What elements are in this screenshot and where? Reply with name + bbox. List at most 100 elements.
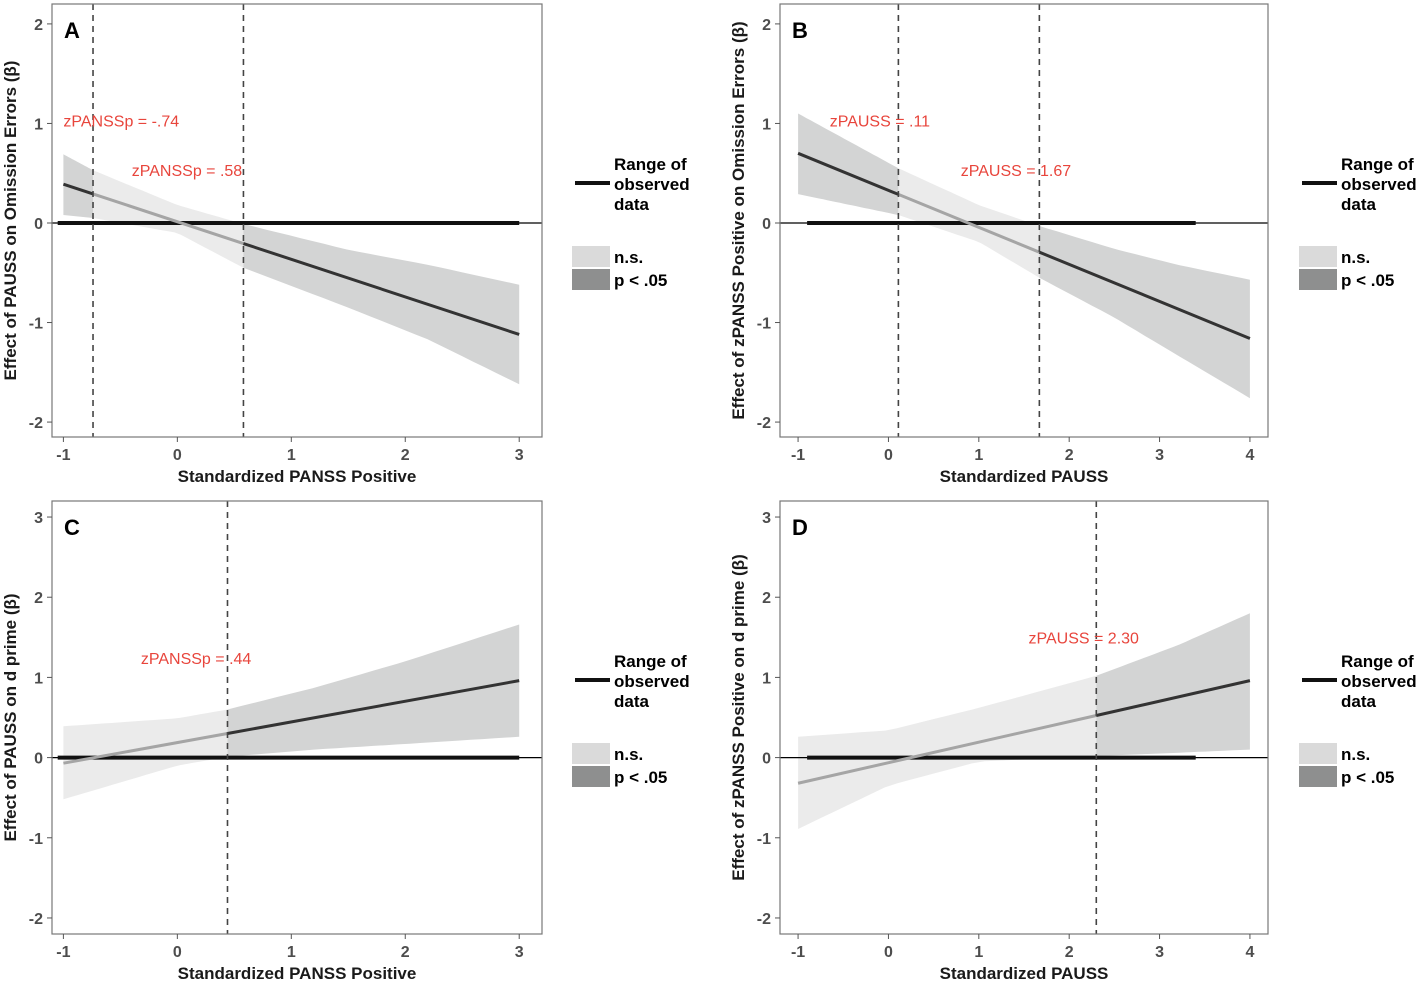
legend-ns-label: n.s. (614, 745, 643, 764)
legend-ns-swatch (1299, 246, 1337, 267)
x-tick-label: 2 (401, 944, 410, 961)
legend-sig-swatch (1299, 269, 1337, 290)
x-axis-label: Standardized PANSS Positive (178, 467, 417, 486)
x-tick-label: 4 (1245, 447, 1254, 464)
x-tick-label: 2 (1065, 447, 1074, 464)
y-tick-label: 1 (762, 116, 771, 133)
legend-sig-label: p < .05 (1341, 768, 1394, 787)
panel-label: C (64, 515, 80, 540)
legend-range-label: Range of (1341, 155, 1414, 174)
legend-ns-label: n.s. (1341, 745, 1370, 764)
panel-b: zPAUSS = .11 zPAUSS = 1.67 B -1 0 1 2 3 4 -2 -1 0 1 2… (729, 3, 1417, 486)
y-tick-label: -1 (29, 831, 43, 848)
effect-line-significant (797, 151, 899, 196)
legend-sig-swatch (1299, 766, 1337, 787)
y-tick-label: -2 (29, 911, 43, 928)
legend-range-label: data (614, 692, 650, 711)
y-tick-label: 3 (762, 510, 771, 527)
panel-frame (51, 3, 543, 438)
ci-band-significant (1096, 613, 1250, 756)
effect-line-significant (227, 679, 520, 735)
y-tick-label: -2 (29, 415, 43, 432)
x-tick-label: 0 (884, 447, 893, 464)
effect-line-significant (1038, 250, 1251, 340)
ci-band-ns (798, 675, 1097, 829)
y-tick-label: 3 (34, 510, 43, 527)
legend-range-label: observed (1341, 672, 1417, 691)
x-tick-label: 0 (173, 944, 182, 961)
jn-annotation: zPAUSS = 1.67 (961, 163, 1072, 180)
jn-annotation: zPANSSp = .44 (141, 651, 252, 668)
panel-d: zPAUSS = 2.30 D -1 0 1 2 3 4 -2 -1 0 1 2 3 Standardize… (729, 500, 1417, 983)
legend-ns-swatch (572, 743, 610, 764)
panel-label: B (792, 18, 808, 43)
panel-c: zPANSSp = .44 C -1 0 1 2 3 -2 -1 0 1 2 3 Standardized… (1, 500, 690, 983)
effect-line-ns (797, 714, 1097, 785)
legend-ns-label: n.s. (1341, 248, 1370, 267)
y-tick-label: 2 (34, 17, 43, 34)
effect-line-ns (63, 731, 228, 765)
legend-range-label: Range of (614, 652, 687, 671)
panel-label: D (792, 515, 808, 540)
legend-ns-label: n.s. (614, 248, 643, 267)
x-axis-label: Standardized PAUSS (940, 467, 1109, 486)
ci-band-significant (798, 113, 899, 215)
y-axis-label: Effect of zPANSS Positive on d prime (β) (729, 554, 748, 881)
x-tick-label: -1 (791, 944, 805, 961)
y-tick-label: 0 (762, 751, 771, 768)
y-tick-label: 2 (762, 17, 771, 34)
legend-sig-label: p < .05 (614, 768, 667, 787)
x-tick-label: -1 (56, 944, 70, 961)
legend-range-label: observed (614, 672, 690, 691)
y-tick-label: 2 (762, 590, 771, 607)
y-tick-label: -1 (757, 316, 771, 333)
x-tick-label: 4 (1245, 944, 1254, 961)
jn-annotation: zPAUSS = 2.30 (1029, 631, 1140, 648)
y-tick-label: -1 (29, 316, 43, 333)
panel-frame (51, 500, 543, 935)
y-tick-label: -2 (757, 911, 771, 928)
x-tick-label: 0 (884, 944, 893, 961)
ci-band-significant (243, 224, 520, 385)
jn-annotation: zPANSSp = .58 (132, 163, 243, 180)
y-tick-label: 1 (34, 670, 43, 687)
ci-band-significant (1039, 226, 1250, 399)
panel-a: zPANSSp = -.74 zPANSSp = .58 A -1 0 1 2 3 -2 -1 0 1… (1, 3, 690, 486)
effect-line-significant (1095, 679, 1251, 717)
x-axis-label: Standardized PAUSS (940, 964, 1109, 983)
y-tick-label: 0 (762, 216, 771, 233)
legend-range-label: data (1341, 692, 1377, 711)
legend-range-label: data (614, 195, 650, 214)
effect-line-significant (62, 182, 94, 196)
x-tick-label: 3 (515, 944, 524, 961)
y-tick-label: -2 (757, 415, 771, 432)
panel-frame (779, 3, 1269, 438)
legend-sig-swatch (572, 766, 610, 787)
y-tick-label: -1 (757, 831, 771, 848)
x-axis-label: Standardized PANSS Positive (178, 964, 417, 983)
ci-band-ns (63, 709, 228, 800)
panel-label: A (64, 18, 80, 43)
legend-range-label: observed (614, 175, 690, 194)
effect-line-ns (897, 193, 1040, 254)
x-tick-label: 2 (401, 447, 410, 464)
y-tick-label: 2 (34, 590, 43, 607)
x-tick-label: 2 (1065, 944, 1074, 961)
x-tick-label: 3 (1155, 944, 1164, 961)
y-axis-label: Effect of PAUSS on Omission Errors (β) (1, 61, 20, 381)
x-tick-label: -1 (56, 447, 70, 464)
x-tick-label: 3 (1155, 447, 1164, 464)
legend-range-label: Range of (1341, 652, 1414, 671)
y-axis-label: Effect of PAUSS on d prime (β) (1, 593, 20, 841)
legend-sig-label: p < .05 (614, 271, 667, 290)
legend-range-label: Range of (614, 155, 687, 174)
x-tick-label: 1 (974, 447, 983, 464)
y-axis-label: Effect of zPANSS Positive on Omission Er… (729, 21, 748, 419)
x-tick-label: 1 (287, 944, 296, 961)
x-tick-label: 3 (515, 447, 524, 464)
jn-annotation: zPAUSS = .11 (830, 113, 930, 130)
